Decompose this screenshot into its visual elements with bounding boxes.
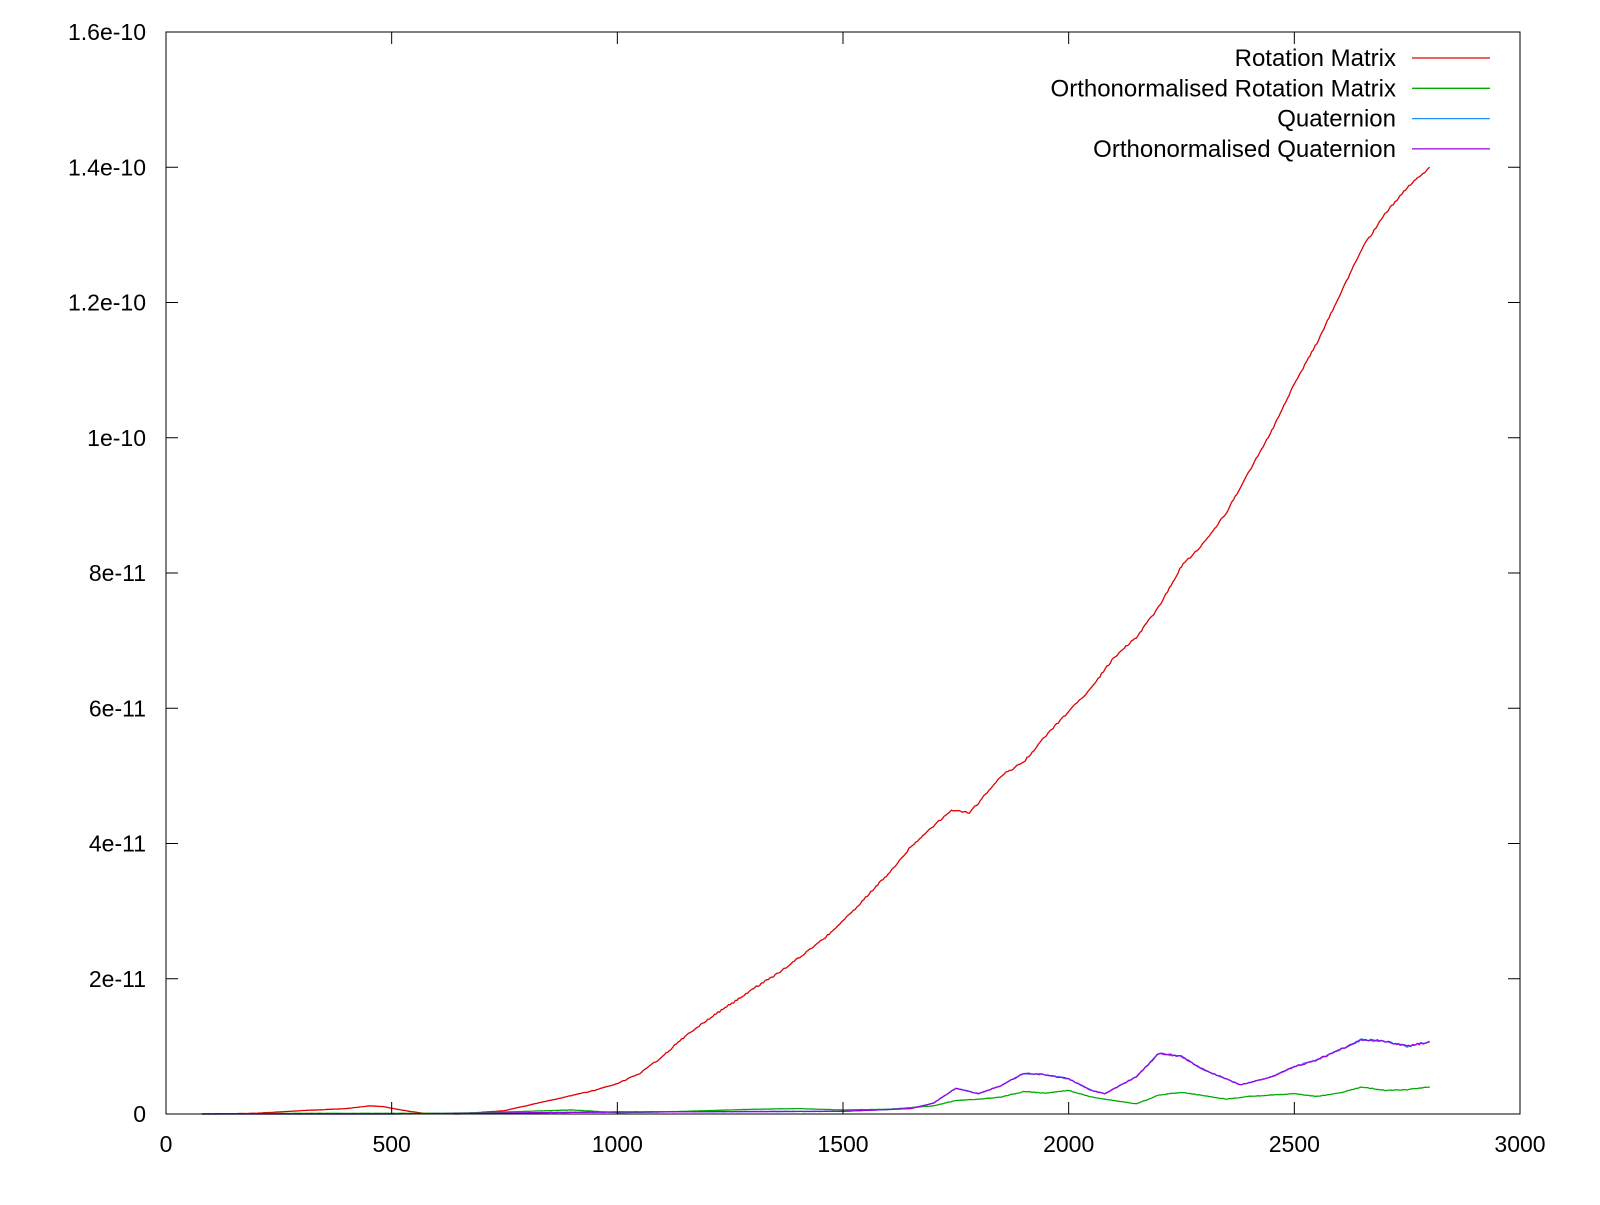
- series-line: [202, 1038, 1430, 1115]
- y-tick-label: 1.6e-10: [68, 19, 146, 45]
- x-tick-label: 1000: [592, 1131, 643, 1157]
- y-tick-label: 6e-11: [89, 695, 146, 721]
- x-tick-label: 2000: [1043, 1131, 1094, 1157]
- axis-tick-layer: 0 500 1000 1500 2000 2500 3000 0 2e-11 4e-11 6e-11…: [68, 19, 1546, 1157]
- legend-label: Orthonormalised Rotation Matrix: [1051, 75, 1396, 102]
- x-tick-label: 3000: [1494, 1131, 1545, 1157]
- series-layer: [202, 166, 1431, 1115]
- y-tick-label: 1e-10: [87, 425, 146, 451]
- legend: Rotation Matrix Orthonormalised Rotation …: [1051, 45, 1490, 163]
- x-tick-label: 500: [372, 1131, 410, 1157]
- legend-label: Rotation Matrix: [1235, 45, 1396, 72]
- y-tick-label: 0: [133, 1101, 146, 1127]
- series-line: [202, 1038, 1430, 1115]
- y-tick-label: 4e-11: [89, 831, 146, 857]
- x-tick-label: 0: [160, 1131, 173, 1157]
- y-tick-label: 1.2e-10: [68, 290, 146, 316]
- series-line: [202, 166, 1431, 1115]
- legend-label: Orthonormalised Quaternion: [1093, 136, 1396, 163]
- plot-border: [165, 31, 1521, 1115]
- y-tick-label: 1.4e-10: [68, 154, 146, 180]
- x-tick-label: 2500: [1269, 1131, 1320, 1157]
- plot-frame-layer: [165, 31, 1521, 1115]
- x-tick-label: 1500: [817, 1131, 868, 1157]
- series-line: [202, 1086, 1430, 1115]
- y-tick-label: 8e-11: [89, 560, 146, 586]
- legend-label: Quaternion: [1277, 106, 1396, 133]
- y-tick-label: 2e-11: [89, 966, 146, 992]
